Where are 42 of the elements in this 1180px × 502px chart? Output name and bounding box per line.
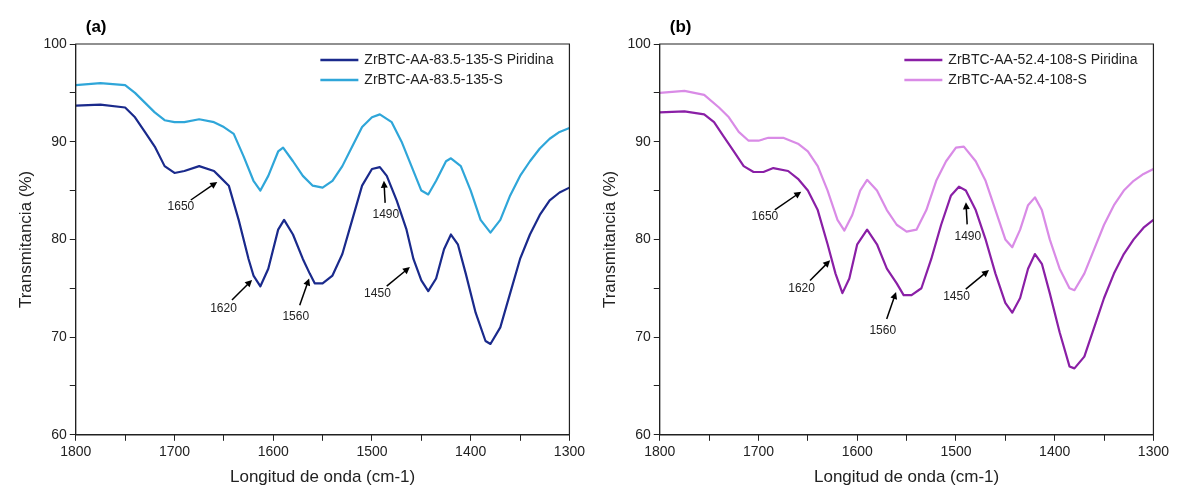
annotation: 1560 [282, 308, 310, 323]
y-tick-label: 70 [51, 327, 67, 344]
x-tick-label: 1700 [158, 443, 191, 460]
y-tick-label: 60 [51, 425, 67, 442]
y-tick-label: 80 [635, 230, 651, 247]
annotation: 1650 [751, 208, 779, 223]
y-axis-title: Transmitancia (%) [15, 170, 35, 309]
y-tick-label: 100 [43, 34, 67, 51]
y-tick-label: 70 [635, 327, 651, 344]
annotation: 1450 [943, 289, 971, 304]
y-tick-label: 90 [635, 132, 651, 149]
annotation: 1620 [210, 300, 238, 315]
y-tick-label: 80 [51, 230, 67, 247]
x-tick-label: 1400 [455, 443, 487, 460]
x-tick-label: 1600 [841, 443, 874, 460]
x-axis-title: Longitud de onda (cm-1) [229, 467, 416, 487]
y-tick-label: 100 [627, 34, 651, 51]
chart-title: (a) [85, 17, 107, 37]
x-tick-label: 1500 [940, 443, 972, 460]
legend-label: ZrBTC-AA-52.4-108-S [948, 70, 1087, 87]
annotation: 1560 [869, 322, 897, 337]
x-tick-label: 1300 [1137, 443, 1170, 460]
annotation: 1490 [372, 207, 400, 222]
y-axis-title: Transmitancia (%) [599, 170, 619, 309]
annotation: 1620 [788, 281, 816, 296]
x-tick-label: 1800 [60, 443, 92, 460]
x-tick-label: 1500 [356, 443, 388, 460]
annotation: 1450 [364, 286, 392, 301]
x-axis-title: Longitud de onda (cm-1) [813, 467, 1000, 487]
x-tick-label: 1700 [742, 443, 775, 460]
legend-label: ZrBTC-AA-52.4-108-S Piridina [948, 50, 1138, 67]
x-tick-label: 1600 [257, 443, 290, 460]
annotation: 1650 [167, 199, 195, 214]
y-tick-label: 90 [51, 132, 67, 149]
x-tick-label: 1400 [1039, 443, 1071, 460]
legend-label: ZrBTC-AA-83.5-135-S Piridina [364, 50, 554, 67]
x-tick-label: 1800 [644, 443, 676, 460]
annotation: 1490 [954, 228, 982, 243]
legend-label: ZrBTC-AA-83.5-135-S [364, 70, 503, 87]
x-tick-label: 1300 [553, 443, 586, 460]
chart-title: (b) [669, 17, 692, 37]
y-tick-label: 60 [635, 425, 651, 442]
